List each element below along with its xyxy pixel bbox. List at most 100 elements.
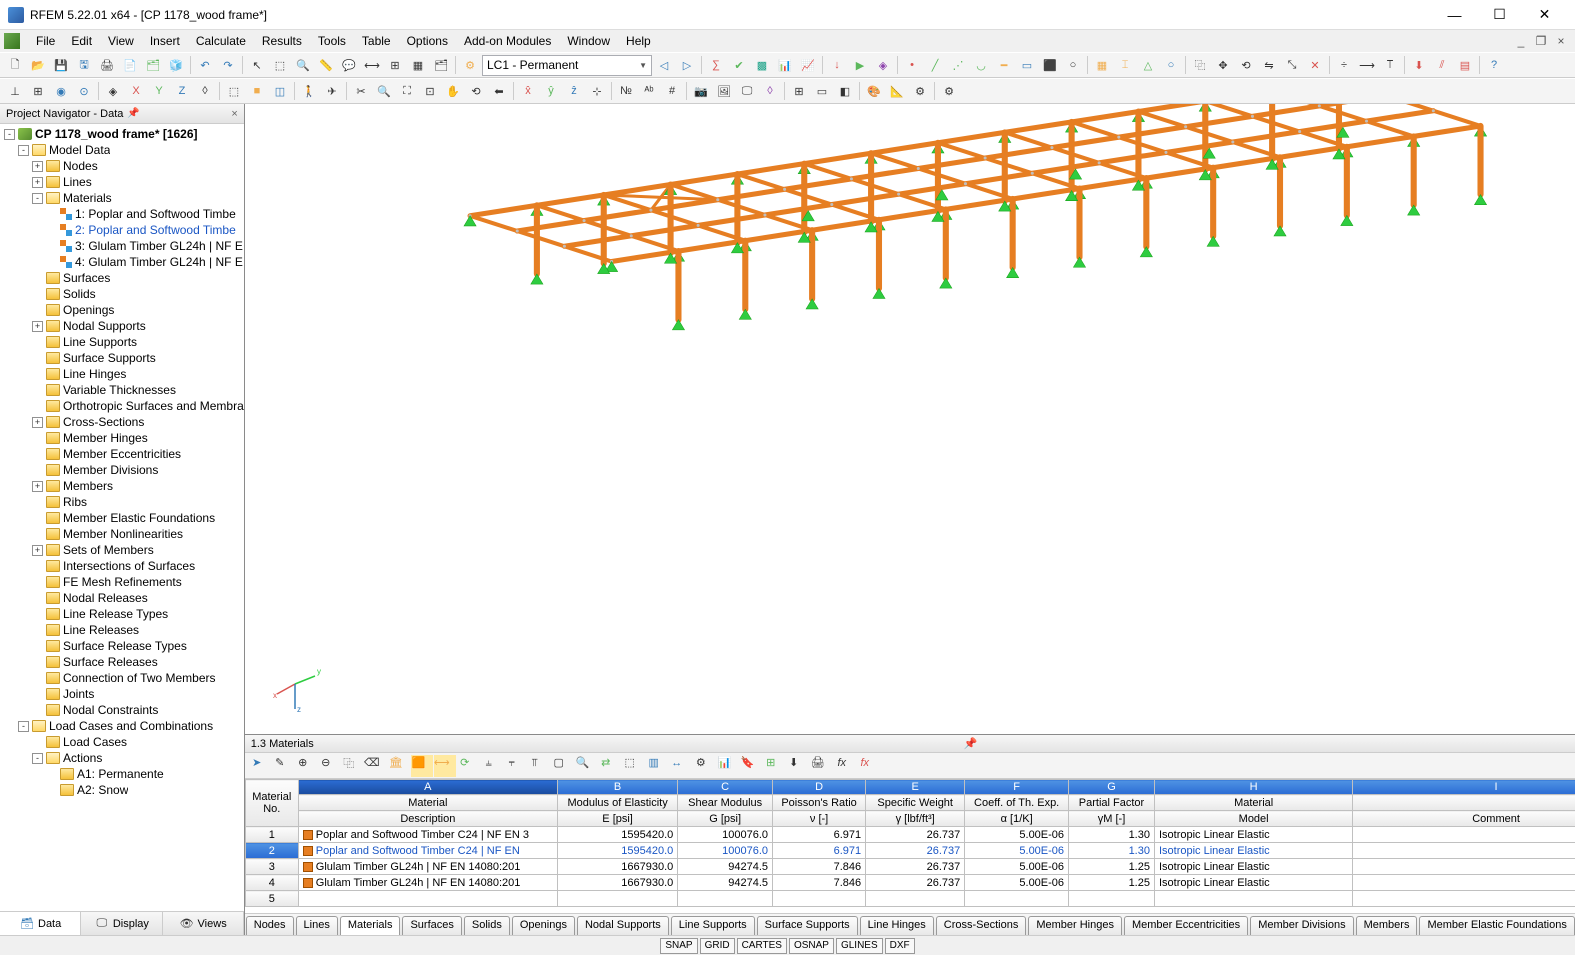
library-icon[interactable]: 🏛 xyxy=(388,755,410,777)
table-tab-lines[interactable]: Lines xyxy=(296,916,338,935)
table-tab-member-eccentricities[interactable]: Member Eccentricities xyxy=(1124,916,1248,935)
scale-icon[interactable]: ⤡ xyxy=(1281,54,1303,76)
col-letter[interactable]: E xyxy=(866,780,965,795)
col-header[interactable]: Modulus of Elasticity xyxy=(557,795,677,811)
numbering-icon[interactable]: № xyxy=(615,80,637,102)
connect-icon[interactable]: ⟙ xyxy=(1379,54,1401,76)
export-xls-icon[interactable]: ⊞ xyxy=(763,755,785,777)
cell-model[interactable]: Isotropic Linear Elastic xyxy=(1154,827,1352,843)
dimension-icon[interactable]: ⟷ xyxy=(361,54,383,76)
col-subheader[interactable]: Comment xyxy=(1353,811,1575,827)
col-subheader[interactable]: ν [-] xyxy=(773,811,866,827)
table-tab-solids[interactable]: Solids xyxy=(464,916,510,935)
cell-comment[interactable] xyxy=(1353,859,1575,875)
polyline-icon[interactable]: ⋰ xyxy=(947,54,969,76)
cell-value[interactable]: 5.00E-06 xyxy=(965,843,1069,859)
cell-value[interactable] xyxy=(773,891,866,907)
graph-icon[interactable]: 📊 xyxy=(717,755,739,777)
tree-item[interactable]: Line Supports xyxy=(0,334,244,350)
delete-icon[interactable]: ✕ xyxy=(1304,54,1326,76)
cell-value[interactable]: 26.737 xyxy=(866,875,965,891)
menu-file[interactable]: File xyxy=(28,32,63,50)
navigator-tree[interactable]: -CP 1178_wood frame* [1626]-Model Data+N… xyxy=(0,124,244,911)
cell-model[interactable] xyxy=(1154,891,1352,907)
col-subheader[interactable]: G [psi] xyxy=(678,811,773,827)
tree-item[interactable]: +Cross-Sections xyxy=(0,414,244,430)
settings-icon[interactable]: ⚙ xyxy=(693,755,715,777)
model-viewport[interactable]: y x z xyxy=(245,104,1575,735)
col-header[interactable]: Coeff. of Th. Exp. xyxy=(965,795,1069,811)
prev-lc-icon[interactable]: ◁ xyxy=(653,54,675,76)
row-number[interactable]: 2 xyxy=(245,843,298,859)
loadcase-icon[interactable]: ⚙ xyxy=(459,54,481,76)
printout-icon[interactable]: 🖼 xyxy=(713,80,735,102)
cell-value[interactable] xyxy=(1069,891,1155,907)
tree-item[interactable]: Joints xyxy=(0,686,244,702)
cell-value[interactable]: 26.737 xyxy=(866,827,965,843)
menu-insert[interactable]: Insert xyxy=(142,32,188,50)
filter-sel-icon[interactable]: ⫧ xyxy=(504,755,526,777)
tree-item[interactable]: Load Cases xyxy=(0,734,244,750)
mdi-minimize-button[interactable]: _ xyxy=(1511,34,1531,48)
nodal-load-icon[interactable]: ⬇ xyxy=(1408,54,1430,76)
tree-item[interactable]: FE Mesh Refinements xyxy=(0,574,244,590)
cell-comment[interactable] xyxy=(1353,843,1575,859)
collapse-icon[interactable]: - xyxy=(4,129,15,140)
pin-icon[interactable]: 📌 xyxy=(127,108,139,119)
tree-item[interactable]: Surface Supports xyxy=(0,350,244,366)
select-icon[interactable]: ↖ xyxy=(246,54,268,76)
cell-value[interactable]: 1595420.0 xyxy=(557,843,677,859)
col-header[interactable]: Specific Weight xyxy=(866,795,965,811)
cell-value[interactable] xyxy=(965,891,1069,907)
tab-views[interactable]: 👁Views xyxy=(163,912,244,935)
table-tab-members[interactable]: Members xyxy=(1356,916,1418,935)
expand-icon[interactable]: + xyxy=(32,161,43,172)
osnap-icon[interactable]: ⊙ xyxy=(73,80,95,102)
cell-value[interactable]: 5.00E-06 xyxy=(965,859,1069,875)
cell-description[interactable]: Poplar and Softwood Timber C24 | NF EN xyxy=(298,843,557,859)
col-letter[interactable]: B xyxy=(557,780,677,795)
cell-value[interactable]: 100076.0 xyxy=(678,843,773,859)
block-manager-icon[interactable]: 🧊 xyxy=(165,54,187,76)
walk-icon[interactable]: 🚶 xyxy=(298,80,320,102)
status-grid[interactable]: GRID xyxy=(700,938,735,954)
clear-sel-icon[interactable]: ▢ xyxy=(551,755,573,777)
tables-icon[interactable]: ▦ xyxy=(407,54,429,76)
col-letter[interactable]: D xyxy=(773,780,866,795)
grid-lines-icon[interactable]: ⊞ xyxy=(788,80,810,102)
menu-help[interactable]: Help xyxy=(618,32,659,50)
snap-icon[interactable]: ◉ xyxy=(50,80,72,102)
tree-item[interactable]: -Materials xyxy=(0,190,244,206)
result-diag-icon[interactable]: 📈 xyxy=(797,54,819,76)
orbit-icon[interactable]: ⟲ xyxy=(465,80,487,102)
cell-comment[interactable] xyxy=(1353,875,1575,891)
tree-item[interactable]: -Actions xyxy=(0,750,244,766)
background-icon[interactable]: ▭ xyxy=(811,80,833,102)
delete-row-icon[interactable]: ⊖ xyxy=(318,755,340,777)
tree-item[interactable]: +Nodal Supports xyxy=(0,318,244,334)
tree-item[interactable]: Solids xyxy=(0,286,244,302)
col-letter[interactable]: A xyxy=(298,780,557,795)
cross-section-icon[interactable]: ⌶ xyxy=(1114,54,1136,76)
cell-description[interactable]: Poplar and Softwood Timber C24 | NF EN 3 xyxy=(298,827,557,843)
tree-item[interactable]: +Nodes xyxy=(0,158,244,174)
expand-icon[interactable]: + xyxy=(32,177,43,188)
tree-item[interactable]: +Members xyxy=(0,478,244,494)
tree-item[interactable]: Line Releases xyxy=(0,622,244,638)
area-load-icon[interactable]: ▤ xyxy=(1454,54,1476,76)
views-icon[interactable]: 🖵 xyxy=(736,80,758,102)
view-y-icon[interactable]: Y xyxy=(148,80,170,102)
table-row[interactable]: 5 xyxy=(245,891,1575,907)
filter-clear-icon[interactable]: ⫪ xyxy=(527,755,549,777)
axis-x-icon[interactable]: x̂ xyxy=(517,80,539,102)
row-number[interactable]: 5 xyxy=(245,891,298,907)
cell-value[interactable]: 5.00E-06 xyxy=(965,827,1069,843)
view-x-icon[interactable]: X xyxy=(125,80,147,102)
table-tab-openings[interactable]: Openings xyxy=(512,916,575,935)
zoom-all-icon[interactable]: ⛶ xyxy=(396,80,418,102)
tree-item[interactable]: Nodal Releases xyxy=(0,590,244,606)
view-iso-icon[interactable]: ◈ xyxy=(102,80,124,102)
cell-value[interactable]: 100076.0 xyxy=(678,827,773,843)
cell-comment[interactable] xyxy=(1353,827,1575,843)
transparent-icon[interactable]: ◫ xyxy=(269,80,291,102)
